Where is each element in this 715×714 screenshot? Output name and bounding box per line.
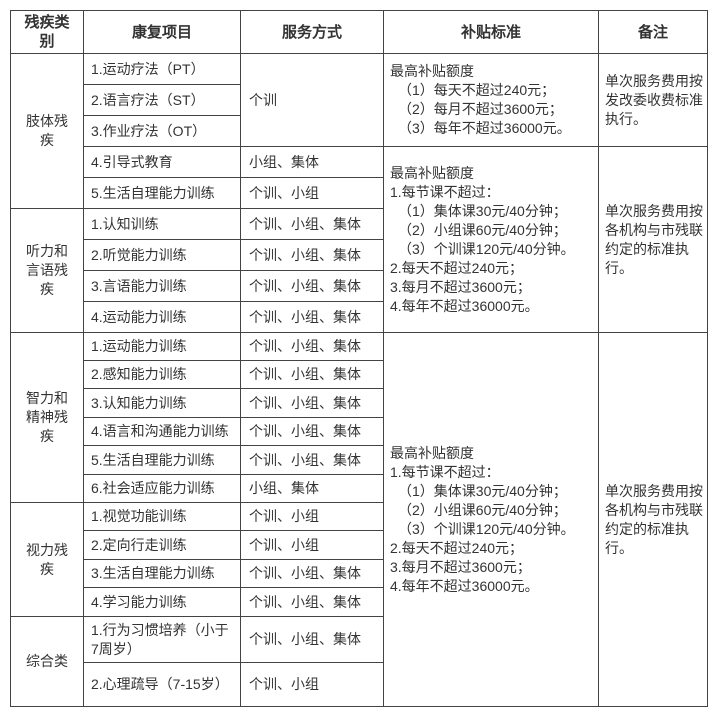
header-remark: 备注 [598, 10, 708, 54]
project-cell: 5.生活自理能力训练 [83, 445, 241, 475]
project-cell: 1.运动疗法（PT） [83, 53, 241, 85]
table-row: 2.听觉能力训练 个训、小组、集体 [11, 239, 708, 271]
project-cell: 1.运动能力训练 [83, 332, 241, 361]
project-cell: 2.语言疗法（ST） [83, 84, 241, 116]
subsidy-line: 最高补贴额度 [390, 164, 474, 181]
service-cell: 个训、小组、集体 [240, 239, 384, 271]
table-row: 6.社会适应能力训练 小组、集体 [11, 474, 708, 503]
subsidy-line: （3）个训课120元/40分钟。 [398, 520, 575, 537]
subsidy-line: 最高补贴额度 [390, 444, 474, 461]
project-cell: 2.定向行走训练 [83, 530, 241, 560]
category-cell-physical: 肢体残疾 [10, 53, 84, 209]
header-subsidy: 补贴标准 [383, 10, 599, 54]
subsidy-line: 最高补贴额度 [390, 63, 474, 79]
service-cell: 个训、小组、集体 [240, 301, 384, 333]
table-row: 3.作业疗法（OT） [11, 115, 708, 147]
service-cell: 小组、集体 [240, 146, 384, 178]
project-cell: 3.言语能力训练 [83, 270, 241, 302]
table-row: 2.定向行走训练 个训、小组 [11, 530, 708, 560]
service-cell: 个训、小组、集体 [240, 388, 384, 418]
subsidy-line: （1）集体课30元/40分钟； [398, 482, 567, 499]
subsidy-line: 1.每节课不超过： [390, 463, 500, 480]
project-cell: 6.社会适应能力训练 [83, 474, 241, 503]
project-cell: 3.认知能力训练 [83, 388, 241, 418]
subsidy-line: 4.每年不超过36000元。 [390, 297, 539, 314]
service-cell: 个训、小组、集体 [240, 208, 384, 240]
subsidy-cell-c: 最高补贴额度 1.每节课不超过： （1）集体课30元/40分钟； （2）小组课6… [383, 332, 599, 707]
project-cell: 5.生活自理能力训练 [83, 177, 241, 209]
category-cell-intellectual-mental: 智力和精神残疾 [10, 332, 84, 503]
service-cell: 小组、集体 [240, 474, 384, 503]
remark-cell-c: 单次服务费用按各机构与市残联约定的标准执行。 [598, 332, 708, 707]
service-cell: 个训、小组、集体 [240, 332, 384, 361]
subsidy-line: （1）每天不超过240元； [398, 82, 556, 98]
service-cell: 个训、小组 [240, 502, 384, 531]
table-row: 3.生活自理能力训练 个训、小组、集体 [11, 559, 708, 588]
service-cell: 个训、小组 [240, 177, 384, 209]
subsidy-cell-b: 最高补贴额度 1.每节课不超过： （1）集体课30元/40分钟； （2）小组课6… [383, 146, 599, 333]
project-cell: 3.作业疗法（OT） [83, 115, 241, 147]
subsidy-line: 4.每年不超过36000元。 [390, 577, 539, 594]
header-service: 服务方式 [240, 10, 384, 54]
category-cell-hearing-speech: 听力和言语残疾 [10, 208, 84, 333]
service-cell: 个训、小组、集体 [240, 417, 384, 446]
header-project: 康复项目 [83, 10, 241, 54]
service-cell: 个训、小组 [240, 662, 384, 707]
subsidy-line: 2.每天不超过240元； [390, 259, 524, 276]
subsidy-line: （2）小组课60元/40分钟； [398, 501, 567, 518]
service-cell: 个训、小组、集体 [240, 445, 384, 475]
remark-cell-a: 单次服务费用按发改委收费标准执行。 [598, 53, 708, 147]
service-cell: 个训、小组 [240, 530, 384, 560]
table-row: 智力和精神残疾 1.运动能力训练 个训、小组、集体 最高补贴额度 1.每节课不超… [10, 332, 708, 707]
subsidy-cell-a: 最高补贴额度 （1）每天不超过240元； （2）每月不超过3600元； （3）每… [383, 53, 599, 147]
category-cell-visual: 视力残疾 [10, 502, 84, 617]
table-row: 4.引导式教育 小组、集体 最高补贴额度 1.每节课不超过： （1）集体课30元… [11, 146, 708, 333]
subsidy-line: （2）每月不超过3600元； [398, 101, 563, 117]
subsidy-line: 2.每天不超过240元； [390, 539, 524, 556]
table-row: 4.学习能力训练 个训、小组、集体 [11, 587, 708, 617]
subsidy-line: （3）个训课120元/40分钟。 [398, 240, 575, 257]
table-row: 4.语言和沟通能力训练 个训、小组、集体 [11, 417, 708, 446]
subsidy-line: （3）每年不超过36000元。 [398, 120, 571, 136]
project-cell: 1.行为习惯培养（小于7周岁） [83, 616, 241, 663]
project-cell: 2.感知能力训练 [83, 360, 241, 389]
subsidy-line: （2）小组课60元/40分钟； [398, 221, 567, 238]
table-row: 2.心理疏导（7-15岁） 个训、小组 [11, 662, 708, 707]
header-category: 残疾类别 [10, 10, 84, 54]
project-cell: 4.语言和沟通能力训练 [83, 417, 241, 446]
subsidy-line: 3.每月不超过3600元； [390, 558, 531, 575]
service-cell: 个训、小组、集体 [240, 270, 384, 302]
project-cell: 1.认知训练 [83, 208, 241, 240]
subsidy-line: （1）集体课30元/40分钟； [398, 202, 567, 219]
table-row: 3.言语能力训练 个训、小组、集体 [11, 270, 708, 302]
service-cell: 个训 [240, 53, 384, 147]
rehab-subsidy-table: 残疾类别 康复项目 服务方式 补贴标准 备注 肢体残疾 1.运动疗法（PT） 个… [10, 10, 708, 707]
table-row: 肢体残疾 1.运动疗法（PT） 个训 最高补贴额度 （1）每天不超过240元； … [10, 53, 708, 209]
subsidy-line: 1.每节课不超过： [390, 183, 500, 200]
subsidy-line: 3.每月不超过3600元； [390, 278, 531, 295]
table-row: 2.语言疗法（ST） [11, 84, 708, 116]
table-row: 5.生活自理能力训练 个训、小组、集体 [11, 445, 708, 475]
table-row: 2.感知能力训练 个训、小组、集体 [11, 360, 708, 389]
remark-cell-b: 单次服务费用按各机构与市残联约定的标准执行。 [598, 146, 708, 333]
category-cell-comprehensive: 综合类 [10, 616, 84, 707]
project-cell: 4.学习能力训练 [83, 587, 241, 617]
service-cell: 个训、小组、集体 [240, 559, 384, 588]
project-cell: 3.生活自理能力训练 [83, 559, 241, 588]
header-row: 残疾类别 康复项目 服务方式 补贴标准 备注 [10, 10, 708, 54]
service-cell: 个训、小组、集体 [240, 616, 384, 663]
table-row: 3.认知能力训练 个训、小组、集体 [11, 388, 708, 418]
table-row: 综合类 1.行为习惯培养（小于7周岁） 个训、小组、集体 [10, 616, 708, 707]
project-cell: 4.引导式教育 [83, 146, 241, 178]
table-row: 5.生活自理能力训练 个训、小组 [11, 177, 708, 209]
service-cell: 个训、小组、集体 [240, 587, 384, 617]
project-cell: 2.心理疏导（7-15岁） [83, 662, 241, 707]
project-cell: 4.运动能力训练 [83, 301, 241, 333]
service-cell: 个训、小组、集体 [240, 360, 384, 389]
project-cell: 2.听觉能力训练 [83, 239, 241, 271]
project-cell: 1.视觉功能训练 [83, 502, 241, 531]
